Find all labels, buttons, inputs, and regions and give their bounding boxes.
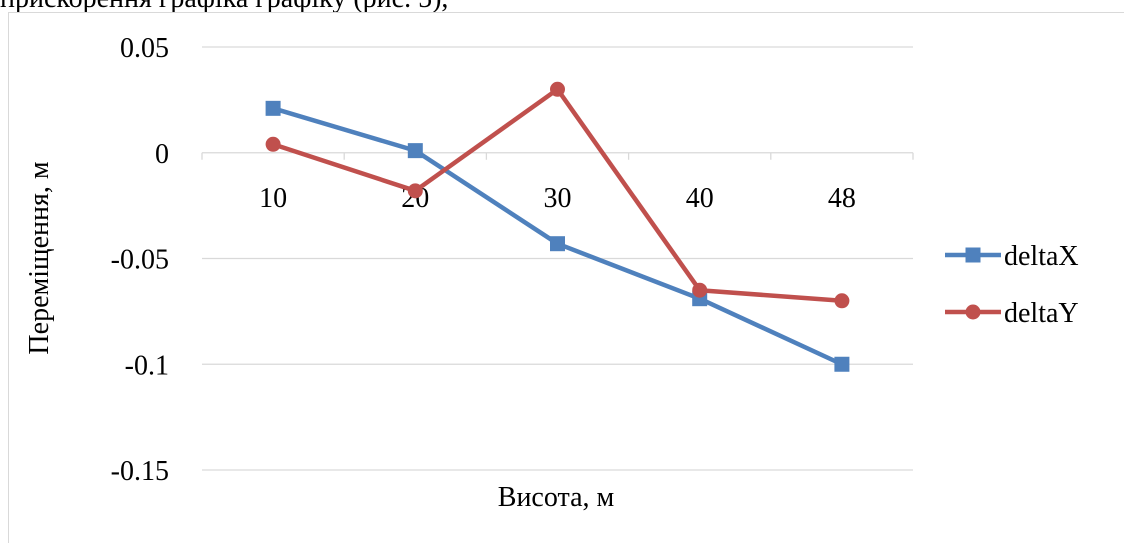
- x-axis-tick-labels: 10 20 30 40 48: [259, 183, 856, 214]
- gridlines: [202, 46, 913, 471]
- data-point-circle: [550, 81, 565, 97]
- x-tick-label: 48: [828, 183, 856, 214]
- data-point-square: [265, 100, 281, 116]
- legend-label: deltaY: [1004, 298, 1079, 329]
- x-tick-label: 40: [686, 183, 714, 214]
- y-tick-label: 0: [155, 139, 169, 170]
- chart-frame: [8, 12, 1124, 543]
- data-point-square: [550, 236, 565, 252]
- legend-marker-circle: [965, 304, 981, 320]
- data-point-circle: [265, 136, 281, 152]
- y-axis-tick-labels: 0.05 0 -0.05 -0.1 -0.15: [111, 33, 169, 487]
- data-point-circle: [692, 282, 708, 298]
- x-tick-label: 10: [259, 183, 287, 214]
- y-axis-label: Переміщення, м: [24, 161, 55, 354]
- x-axis: [201, 152, 914, 160]
- header-text-fragment: прискорення графіка графіку (рис. 5),: [0, 0, 448, 15]
- series-deltaX: [265, 100, 850, 372]
- data-point-circle: [407, 183, 423, 199]
- legend: deltaX deltaY: [945, 241, 1079, 329]
- y-tick-label: -0.15: [111, 456, 169, 487]
- y-tick-label: 0.05: [120, 33, 169, 64]
- series-layer: [265, 81, 850, 372]
- data-point-square: [407, 143, 423, 159]
- y-tick-label: -0.1: [125, 350, 169, 381]
- legend-item: deltaY: [945, 298, 1079, 329]
- data-point-square: [834, 356, 850, 372]
- x-tick-label: 30: [544, 183, 572, 214]
- x-axis-label: Висота, м: [498, 482, 615, 513]
- series-deltaY: [265, 81, 850, 309]
- legend-marker-square: [965, 247, 981, 263]
- legend-item: deltaX: [945, 241, 1079, 272]
- y-tick-label: -0.05: [111, 245, 169, 276]
- data-point-circle: [834, 293, 850, 309]
- legend-label: deltaX: [1004, 241, 1079, 272]
